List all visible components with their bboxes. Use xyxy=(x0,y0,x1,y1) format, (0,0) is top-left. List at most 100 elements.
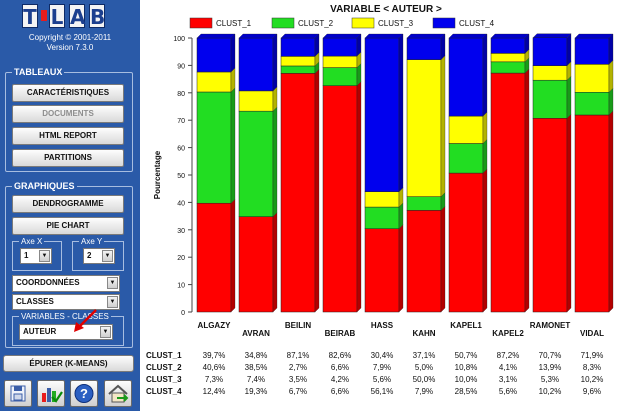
variables-value: AUTEUR xyxy=(23,327,57,336)
bar-segment xyxy=(574,37,610,65)
bar-segment xyxy=(406,210,442,313)
save-icon xyxy=(10,385,26,402)
html-report-button[interactable]: HTML REPORT xyxy=(12,127,124,145)
legend-label: CLUST_2 xyxy=(298,19,334,28)
table-cell: 10,2% xyxy=(539,387,562,396)
caracteristiques-button[interactable]: CARACTÉRISTIQUES xyxy=(12,84,124,102)
bar-segment xyxy=(448,115,484,144)
legend-label: CLUST_3 xyxy=(378,19,414,28)
bar-segment xyxy=(532,37,568,66)
pie-chart-button[interactable]: PIE CHART xyxy=(12,217,124,235)
chart-check-button[interactable] xyxy=(37,380,65,407)
bar-segment xyxy=(196,91,232,204)
bar-segment-side xyxy=(398,33,404,193)
partitions-button[interactable]: PARTITIONS xyxy=(12,149,124,167)
bar-segment xyxy=(490,37,526,54)
axe-x-value: 1 xyxy=(24,251,29,260)
bar-segment xyxy=(406,37,442,60)
coordonnees-value: COORDONNÉES xyxy=(16,278,80,287)
red-arrow-icon xyxy=(74,309,97,332)
bar-segment xyxy=(364,191,400,208)
table-cell: 6,7% xyxy=(289,387,307,396)
bar-segment xyxy=(490,53,526,63)
table-cell: 7,3% xyxy=(205,375,223,384)
stacked-bar-chart: VARIABLE < AUTEUR > CLUST_1 CLUST_2 CLUST_… xyxy=(146,4,614,396)
help-icon: ? xyxy=(74,384,94,403)
table-cell: 50,0% xyxy=(413,375,436,384)
epurer-button[interactable]: ÉPURER (K-MEANS) xyxy=(3,355,134,372)
table-row-label: CLUST_4 xyxy=(146,387,182,396)
y-tick-label: 20 xyxy=(177,255,185,262)
axe-x-group: Axe X xyxy=(12,237,62,271)
home-exit-button[interactable] xyxy=(104,380,132,407)
bar-segment-side xyxy=(482,168,488,313)
table-cell: 10,2% xyxy=(581,375,604,384)
bar-segment xyxy=(238,90,274,112)
x-tick-label: KAPEL2 xyxy=(492,329,524,338)
classes-select[interactable]: CLASSES ▼ xyxy=(12,294,120,310)
bar-segment xyxy=(574,92,610,116)
bar-segment-side xyxy=(608,87,614,116)
bar-segment-side xyxy=(272,212,278,313)
axe-y-select[interactable]: 2 ▼ xyxy=(83,248,115,264)
help-button[interactable]: ? xyxy=(70,380,98,407)
bar-top xyxy=(532,33,572,38)
home-exit-icon xyxy=(108,384,129,403)
table-cell: 13,9% xyxy=(539,363,562,372)
variables-select[interactable]: AUTEUR ▼ xyxy=(19,324,113,340)
axe-y-label: Axe Y xyxy=(79,237,105,246)
bar-top xyxy=(238,33,278,39)
bar-top xyxy=(364,33,404,39)
bar-segment xyxy=(364,37,400,192)
axe-y-value: 2 xyxy=(87,251,92,260)
bar-segment xyxy=(322,37,358,57)
table-cell: 30,4% xyxy=(371,351,394,360)
table-cell: 87,1% xyxy=(287,351,310,360)
tableaux-title: TABLEAUX xyxy=(12,67,65,77)
sidebar: T L A B Copyright © 2001-2011 Version 7.… xyxy=(0,0,140,411)
variables-label: VARIABLES - CLASSES xyxy=(19,312,111,321)
y-tick-label: 10 xyxy=(177,283,185,290)
table-cell: 6,6% xyxy=(331,387,349,396)
logo-letter: A xyxy=(69,4,86,29)
table-cell: 34,8% xyxy=(245,351,268,360)
bar-segment xyxy=(448,172,484,313)
documents-button[interactable]: DOCUMENTS xyxy=(12,105,124,123)
dendrogramme-button[interactable]: DENDROGRAMME xyxy=(12,195,124,213)
bar-chart-check-icon xyxy=(42,388,63,403)
coordonnees-select[interactable]: COORDONNÉES ▼ xyxy=(12,275,120,292)
bar-segment xyxy=(490,72,526,313)
table-cell: 28,5% xyxy=(455,387,478,396)
bar-top xyxy=(448,33,488,39)
table-cell: 4,1% xyxy=(499,363,517,372)
logo-letter: L xyxy=(49,4,65,29)
save-button[interactable] xyxy=(4,380,32,407)
bar-segment xyxy=(532,65,568,81)
legend-swatch xyxy=(432,17,456,29)
bar-segment-side xyxy=(482,33,488,117)
tableaux-panel: TABLEAUX xyxy=(5,67,133,172)
bar-segment xyxy=(322,67,358,86)
y-tick-label: 30 xyxy=(177,228,185,235)
x-tick-label: HASS xyxy=(371,321,394,330)
x-tick-label: RAMONET xyxy=(530,321,571,330)
bar-segment xyxy=(574,64,610,93)
y-tick-label: 80 xyxy=(177,91,185,98)
axe-x-select[interactable]: 1 ▼ xyxy=(20,248,52,264)
logo-letter: T xyxy=(22,4,38,29)
table-cell: 87,2% xyxy=(497,351,520,360)
bar-segment-side xyxy=(230,87,236,204)
bar-segment xyxy=(196,37,232,73)
table-cell: 19,3% xyxy=(245,387,268,396)
bar-segment xyxy=(322,85,358,313)
table-cell: 10,8% xyxy=(455,363,478,372)
table-cell: 4,2% xyxy=(331,375,349,384)
bar-top xyxy=(322,33,362,39)
bar-segment xyxy=(196,71,232,93)
x-tick-label: VIDAL xyxy=(580,329,604,338)
version-text: Version 7.3.0 xyxy=(46,43,94,52)
table-cell: 56,1% xyxy=(371,387,394,396)
y-tick-label: 0 xyxy=(181,310,185,317)
table-cell: 38,5% xyxy=(245,363,268,372)
bar-segment-side xyxy=(608,110,614,313)
